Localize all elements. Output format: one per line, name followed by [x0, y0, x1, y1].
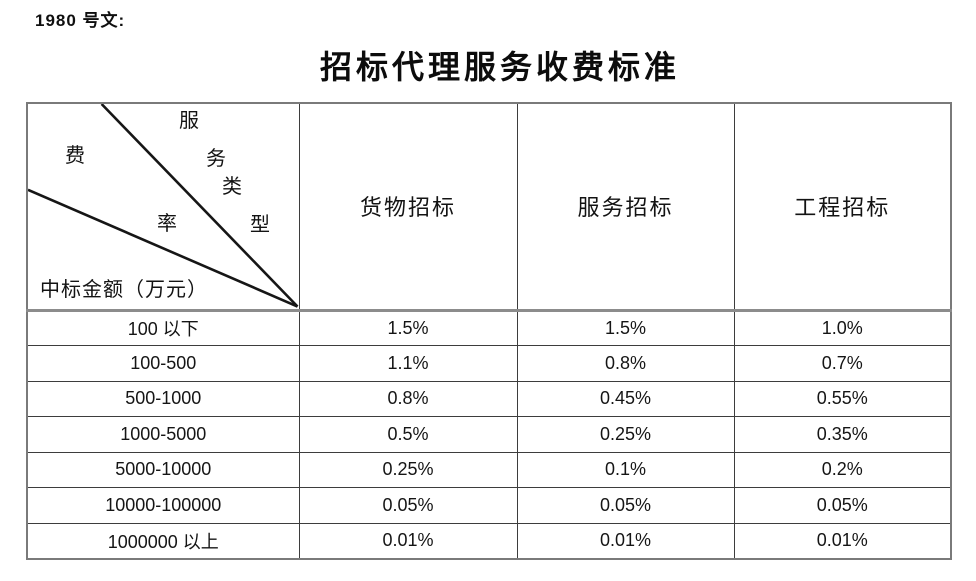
- fee-value: 0.2%: [733, 451, 952, 488]
- row-label: 100 以下: [26, 309, 300, 346]
- table-row: 1000000 以上 0.01% 0.01% 0.01%: [26, 522, 952, 559]
- page-title: 招标代理服务收费标准: [319, 49, 680, 85]
- fee-value: 0.8%: [516, 345, 735, 382]
- fee-value: 0.25%: [516, 416, 735, 453]
- column-header-works: 工程招标: [733, 102, 952, 312]
- table-row: 500-1000 0.8% 0.45% 0.55%: [26, 380, 952, 417]
- doc-number-label: 1980 号文:: [35, 11, 126, 30]
- table-header-row: 费 服 务 类 型 率 中标金额（万元） 货物招标 服务招标 工程招标: [26, 102, 952, 312]
- fee-value: 1.5%: [298, 309, 518, 346]
- corner-rate-char: 率: [157, 213, 177, 235]
- table-row: 10000-100000 0.05% 0.05% 0.05%: [26, 487, 952, 524]
- column-header-services: 服务招标: [516, 102, 735, 312]
- table-row: 5000-10000 0.25% 0.1% 0.2%: [26, 451, 952, 488]
- table-corner-cell: 费 服 务 类 型 率 中标金额（万元）: [26, 102, 300, 312]
- row-label: 500-1000: [26, 380, 300, 417]
- row-label: 100-500: [26, 345, 300, 382]
- fee-value: 0.01%: [516, 522, 735, 559]
- fee-value: 0.35%: [733, 416, 952, 453]
- row-label: 10000-100000: [26, 487, 300, 524]
- table-row: 100-500 1.1% 0.8% 0.7%: [26, 345, 952, 382]
- corner-fee-char: 费: [65, 145, 85, 167]
- corner-diag-char: 类: [222, 176, 242, 198]
- fee-value: 1.5%: [516, 309, 735, 346]
- fee-value: 0.01%: [733, 522, 952, 559]
- row-axis-label: 中标金额（万元）: [40, 278, 208, 301]
- fee-value: 0.5%: [298, 416, 518, 453]
- fee-value: 0.05%: [516, 487, 735, 524]
- row-label: 1000000 以上: [26, 522, 300, 559]
- fee-value: 1.0%: [733, 309, 952, 346]
- fee-standard-table: 费 服 务 类 型 率 中标金额（万元） 货物招标 服务招标 工程招标 100 …: [26, 102, 952, 560]
- table-row: 1000-5000 0.5% 0.25% 0.35%: [26, 416, 952, 453]
- fee-value: 0.8%: [298, 380, 518, 417]
- column-header-goods: 货物招标: [298, 102, 518, 312]
- fee-value: 0.05%: [298, 487, 518, 524]
- fee-value: 0.1%: [516, 451, 735, 488]
- corner-diag-char: 务: [206, 148, 226, 170]
- fee-value: 0.55%: [733, 380, 952, 417]
- corner-diag-char: 服: [179, 110, 199, 132]
- fee-value: 0.25%: [298, 451, 518, 488]
- row-label: 1000-5000: [26, 416, 300, 453]
- fee-value: 0.01%: [298, 522, 518, 559]
- fee-value: 0.45%: [516, 380, 735, 417]
- fee-value: 0.7%: [733, 345, 952, 382]
- table-row: 100 以下 1.5% 1.5% 1.0%: [26, 309, 952, 346]
- fee-value: 1.1%: [298, 345, 518, 382]
- row-label: 5000-10000: [26, 451, 300, 488]
- corner-diag-char: 型: [250, 214, 270, 236]
- fee-value: 0.05%: [733, 487, 952, 524]
- diagonal-divider-lines: [28, 104, 298, 307]
